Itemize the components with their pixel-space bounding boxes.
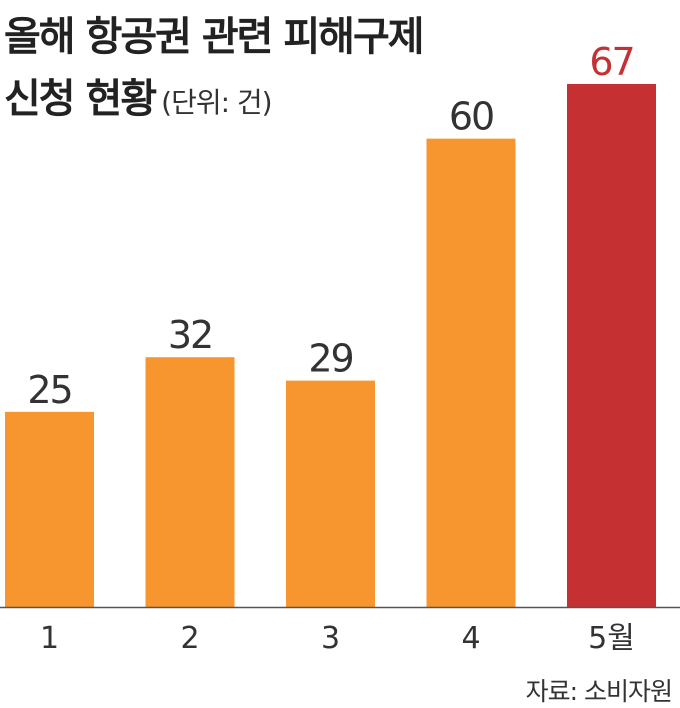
- data-label-1: 25: [27, 368, 71, 412]
- category-label-1: 1: [40, 621, 59, 656]
- bar-3: [286, 380, 375, 607]
- category-label-4: 4: [461, 621, 480, 656]
- data-label-3: 29: [308, 337, 352, 381]
- chart-title-main: 신청 현황: [4, 76, 157, 122]
- data-label-2: 32: [168, 313, 212, 357]
- chart-title-line1: 올해 항공권 관련 피해구제: [4, 14, 425, 60]
- category-label-5: 5월: [588, 621, 635, 656]
- source-note: 자료: 소비자원: [525, 677, 673, 706]
- bar-5: [567, 84, 656, 607]
- data-label-4: 60: [449, 95, 493, 139]
- category-label-3: 3: [321, 621, 340, 656]
- bar-4: [426, 138, 516, 607]
- unit-label: (단위: 건): [161, 86, 272, 119]
- bar-2: [145, 357, 235, 607]
- category-label-2: 2: [180, 621, 199, 656]
- chart-title-line2: 신청 현황 (단위: 건): [4, 66, 273, 124]
- data-label-5: 67: [589, 40, 633, 84]
- bar-1: [5, 411, 94, 607]
